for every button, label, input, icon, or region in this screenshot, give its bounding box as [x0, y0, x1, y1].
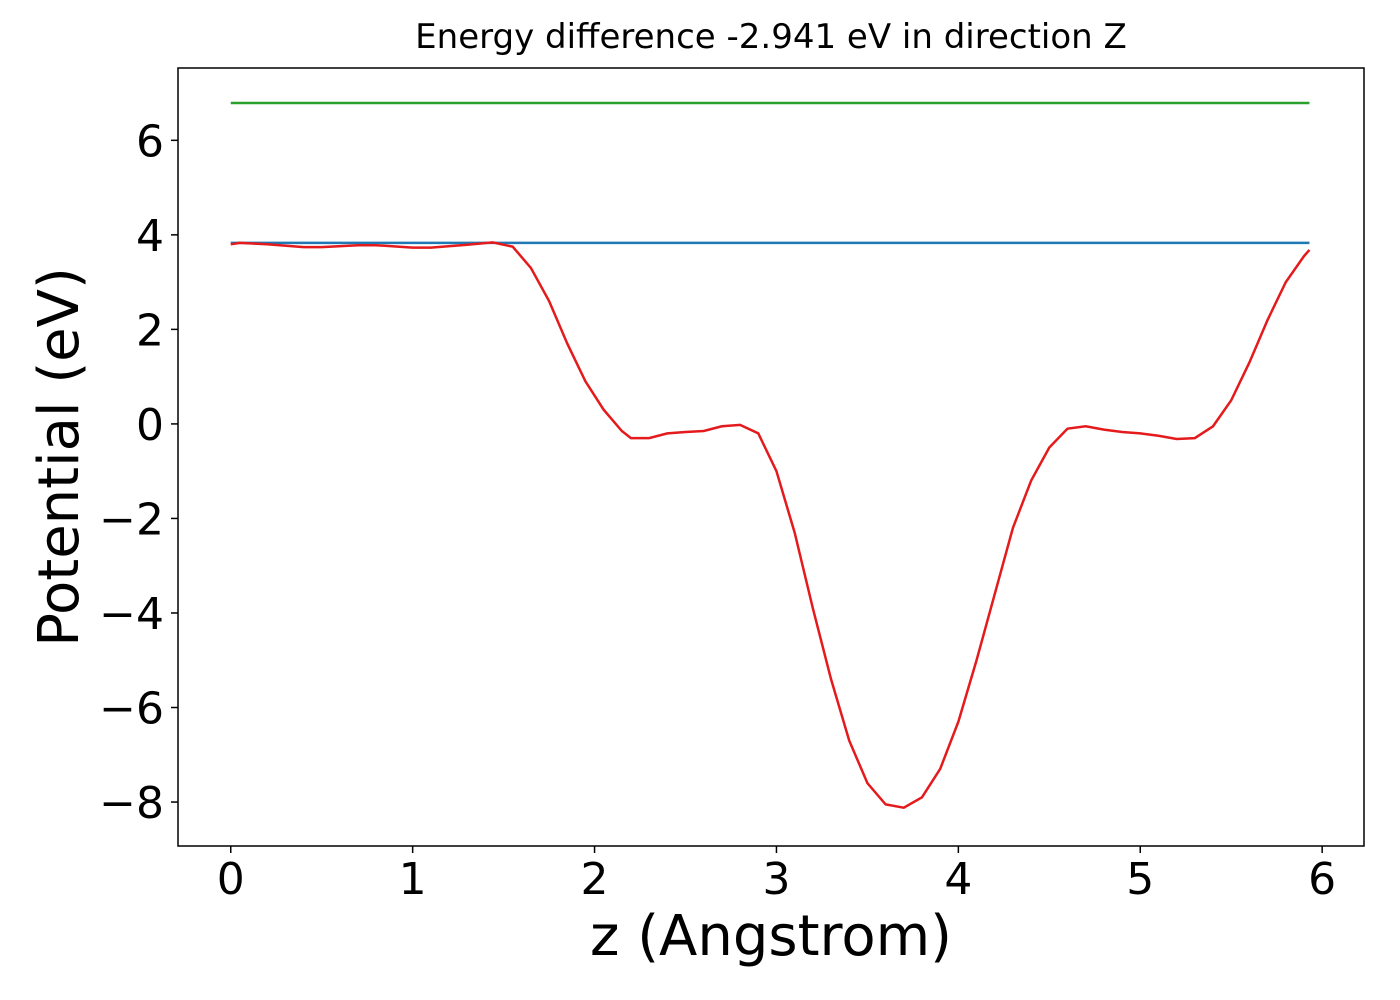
- x-tick-label: 3: [762, 854, 790, 905]
- y-tick-label: 4: [136, 211, 164, 262]
- y-tick-label: −4: [99, 589, 164, 640]
- line: [230, 241, 1311, 810]
- chart-title: Energy difference -2.941 eV in direction…: [415, 17, 1127, 57]
- x-tick-label: 5: [1126, 854, 1154, 905]
- x-tick-label: 2: [581, 854, 609, 905]
- x-tick-label: 1: [399, 854, 427, 905]
- x-axis-label: z (Angstrom): [590, 904, 952, 969]
- y-tick-label: 2: [136, 305, 164, 356]
- plot-frame: [177, 67, 1365, 847]
- y-tick-label: −8: [99, 778, 164, 829]
- x-tick-label: 4: [944, 854, 972, 905]
- x-tick-label: 0: [217, 854, 245, 905]
- y-tick-label: 6: [136, 116, 164, 167]
- y-axis-label: Potential (eV): [27, 267, 92, 647]
- y-tick-label: −6: [99, 684, 164, 735]
- y-tick-label: −2: [99, 494, 164, 545]
- y-tick-label: 0: [136, 400, 164, 451]
- x-tick-label: 6: [1308, 854, 1336, 905]
